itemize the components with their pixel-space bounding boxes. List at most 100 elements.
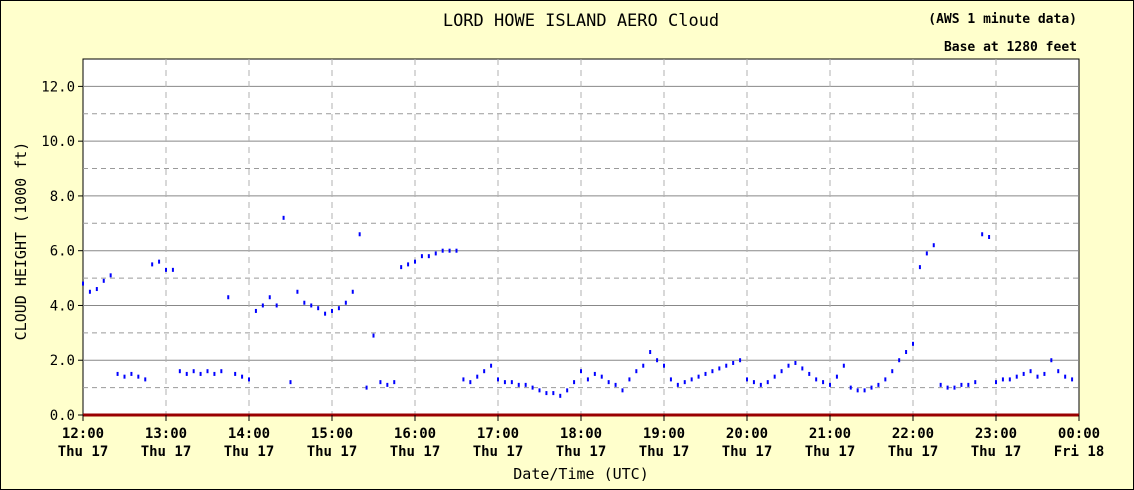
data-point bbox=[192, 369, 195, 374]
data-point bbox=[199, 371, 202, 376]
data-point bbox=[414, 259, 416, 264]
data-point bbox=[1064, 374, 1067, 379]
data-point bbox=[317, 306, 320, 311]
y-tick-label: 0.0 bbox=[50, 408, 75, 424]
data-point bbox=[1008, 377, 1011, 382]
chart-note-line1: (AWS 1 minute data) bbox=[928, 12, 1077, 27]
data-point bbox=[573, 380, 576, 385]
data-point bbox=[801, 366, 804, 371]
x-axis-label: Date/Time (UTC) bbox=[513, 465, 648, 483]
data-point bbox=[559, 393, 562, 398]
x-tick-time: 21:00 bbox=[809, 426, 851, 442]
y-tick-label: 6.0 bbox=[50, 244, 75, 260]
x-tick-day: Thu 17 bbox=[224, 444, 275, 460]
data-point bbox=[434, 251, 437, 256]
x-tick-day: Thu 17 bbox=[805, 444, 856, 460]
data-point bbox=[988, 235, 991, 239]
x-tick-day: Thu 17 bbox=[307, 444, 358, 460]
x-tick-time: 14:00 bbox=[228, 426, 270, 442]
x-tick-day: Fri 18 bbox=[1054, 444, 1105, 460]
data-point bbox=[580, 369, 582, 374]
data-point bbox=[870, 385, 873, 390]
data-point bbox=[1050, 358, 1053, 363]
x-tick-time: 18:00 bbox=[560, 426, 602, 442]
data-point bbox=[455, 248, 458, 253]
data-point bbox=[656, 358, 659, 363]
x-tick-day: Thu 17 bbox=[58, 444, 109, 460]
data-point bbox=[261, 303, 264, 308]
data-point bbox=[773, 374, 776, 379]
grid-lines bbox=[83, 59, 1079, 415]
data-point bbox=[358, 232, 361, 237]
data-point bbox=[974, 380, 977, 385]
data-point bbox=[241, 374, 244, 379]
data-point bbox=[144, 377, 147, 382]
data-point bbox=[794, 360, 797, 365]
x-tick-time: 22:00 bbox=[892, 426, 934, 442]
data-point bbox=[372, 333, 375, 338]
x-tick-day: Thu 17 bbox=[556, 444, 607, 460]
data-point bbox=[310, 303, 313, 308]
data-point bbox=[102, 278, 105, 283]
data-point bbox=[835, 374, 838, 379]
y-tick-labels: 0.0 2.0 4.0 6.0 8.0 10.0 12.0 bbox=[41, 79, 83, 424]
data-point bbox=[206, 369, 209, 374]
data-point bbox=[607, 380, 610, 385]
data-point bbox=[898, 358, 901, 363]
data-point bbox=[891, 369, 894, 374]
data-point bbox=[849, 385, 852, 390]
data-point bbox=[759, 382, 762, 387]
data-point bbox=[1001, 377, 1004, 382]
data-point bbox=[462, 377, 465, 382]
data-point bbox=[752, 380, 755, 385]
data-point bbox=[697, 374, 700, 379]
data-point bbox=[787, 363, 790, 368]
data-point bbox=[483, 369, 486, 374]
data-point bbox=[469, 380, 472, 385]
x-tick-time: 23:00 bbox=[975, 426, 1017, 442]
data-point bbox=[151, 262, 154, 267]
data-point bbox=[1071, 377, 1074, 382]
x-tick-day: Thu 17 bbox=[971, 444, 1022, 460]
x-tick-time: 17:00 bbox=[477, 426, 519, 442]
x-tick-time: 16:00 bbox=[394, 426, 436, 442]
data-point bbox=[621, 388, 624, 393]
data-point bbox=[725, 363, 728, 368]
data-point bbox=[158, 259, 161, 264]
data-point bbox=[303, 300, 306, 305]
data-point bbox=[524, 382, 527, 387]
y-tick-label: 10.0 bbox=[41, 134, 75, 150]
data-point bbox=[441, 248, 444, 253]
data-point bbox=[268, 295, 271, 300]
data-point bbox=[324, 311, 327, 316]
data-point bbox=[739, 358, 742, 363]
data-point bbox=[497, 377, 499, 382]
data-point bbox=[331, 308, 333, 313]
data-point bbox=[95, 287, 98, 292]
data-point bbox=[448, 248, 451, 253]
x-tick-day: Thu 17 bbox=[722, 444, 773, 460]
data-point bbox=[669, 377, 672, 382]
x-tick-day: Thu 17 bbox=[141, 444, 192, 460]
data-point bbox=[123, 374, 126, 379]
data-point bbox=[912, 341, 914, 346]
data-point bbox=[88, 289, 91, 294]
y-tick-label: 8.0 bbox=[50, 189, 75, 205]
data-point bbox=[420, 254, 423, 259]
data-point bbox=[635, 369, 638, 374]
data-point bbox=[400, 265, 403, 270]
data-point bbox=[704, 371, 707, 376]
data-point bbox=[178, 369, 181, 374]
data-point bbox=[365, 385, 368, 390]
data-point bbox=[476, 374, 479, 379]
data-point bbox=[427, 254, 430, 259]
data-point bbox=[918, 265, 921, 270]
data-point bbox=[566, 388, 569, 393]
data-point bbox=[628, 377, 631, 382]
data-point bbox=[877, 382, 880, 387]
data-point bbox=[220, 369, 223, 374]
data-point bbox=[1029, 369, 1032, 374]
data-point bbox=[642, 363, 645, 368]
data-point bbox=[842, 363, 845, 368]
